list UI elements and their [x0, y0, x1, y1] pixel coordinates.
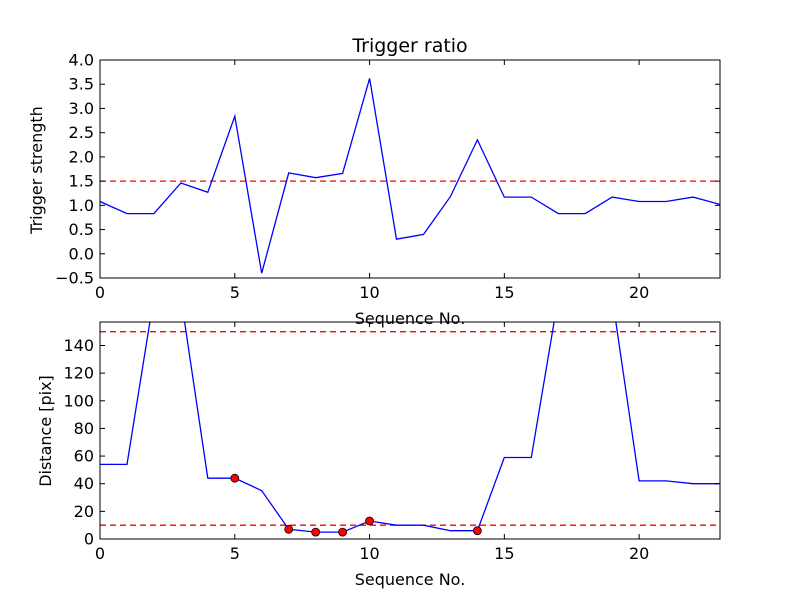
- plot-area: 0 5 10 15 20 −0.5 0.0 0.5 1.0 1.5 2.0 2.5 3.0 3.5 4.0: [55, 51, 721, 302]
- y-tick-label: 140: [63, 336, 94, 355]
- data-point-marker: [338, 527, 348, 537]
- y-tick-label: 1.5: [69, 172, 94, 191]
- y-axis-label: Distance [pix]: [36, 375, 55, 487]
- y-axis-label: Trigger strength: [27, 106, 46, 235]
- y-tick-label: 80: [74, 419, 94, 438]
- y-tick-label: 1.0: [69, 196, 94, 215]
- y-tick-label: 0.0: [69, 244, 94, 263]
- data-point-marker: [284, 524, 294, 534]
- axes-frame: [99, 59, 721, 279]
- x-axis-label: Sequence No.: [355, 570, 466, 589]
- y-tick-label: 3.0: [69, 99, 94, 118]
- x-tick-label: 0: [95, 283, 105, 302]
- data-point-marker: [365, 516, 374, 526]
- x-tick-label: 10: [359, 283, 379, 302]
- data-point-marker: [230, 473, 240, 483]
- y-tick-label: 3.5: [69, 75, 94, 94]
- x-tick-label: 20: [629, 544, 649, 563]
- y-tick-label: 4.0: [69, 51, 94, 70]
- chart-title: Trigger ratio: [351, 35, 467, 57]
- y-tick-label: 20: [74, 502, 94, 521]
- y-tick-label: 0: [84, 530, 94, 549]
- y-tick-label: 2.5: [69, 123, 94, 142]
- y-tick-label: 120: [63, 364, 94, 383]
- plot-area: 0 5 10 15 20 0 20 40 60 80 100 120 140: [63, 321, 721, 563]
- series-line: [100, 78, 720, 274]
- y-tick-label: 60: [74, 447, 94, 466]
- x-tick-label: 0: [95, 544, 105, 563]
- trigger-ratio-chart: Trigger ratio Sequence No. Trigger stren…: [27, 35, 721, 328]
- data-point-marker: [472, 526, 482, 536]
- x-tick-label: 20: [629, 283, 649, 302]
- axes-frame: [99, 321, 721, 540]
- x-tick-label: 15: [494, 544, 514, 563]
- y-tick-label: 100: [63, 391, 94, 410]
- x-tick-label: 10: [359, 544, 379, 563]
- x-tick-label: 5: [230, 283, 240, 302]
- distance-chart: Sequence No. Distance [pix] 0 5 10 15 20 0 20 4…: [36, 321, 721, 589]
- x-tick-label: 5: [230, 544, 240, 563]
- y-tick-label: 40: [74, 474, 94, 493]
- series-line: [100, 322, 720, 533]
- y-tick-label: 0.5: [69, 220, 94, 239]
- data-point-marker: [311, 527, 321, 537]
- x-tick-label: 15: [494, 283, 514, 302]
- y-tick-label: 2.0: [69, 147, 94, 166]
- x-axis-label: Sequence No.: [355, 309, 466, 328]
- y-tick-label: −0.5: [55, 269, 94, 288]
